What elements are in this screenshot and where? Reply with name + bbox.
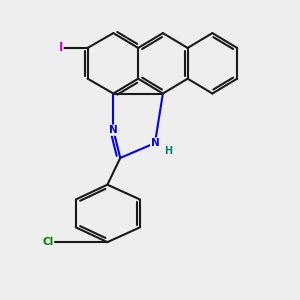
Text: I: I: [58, 41, 63, 55]
Text: Cl: Cl: [42, 237, 54, 247]
Text: N: N: [109, 125, 118, 135]
Text: N: N: [151, 138, 159, 148]
Text: H: H: [164, 146, 172, 156]
